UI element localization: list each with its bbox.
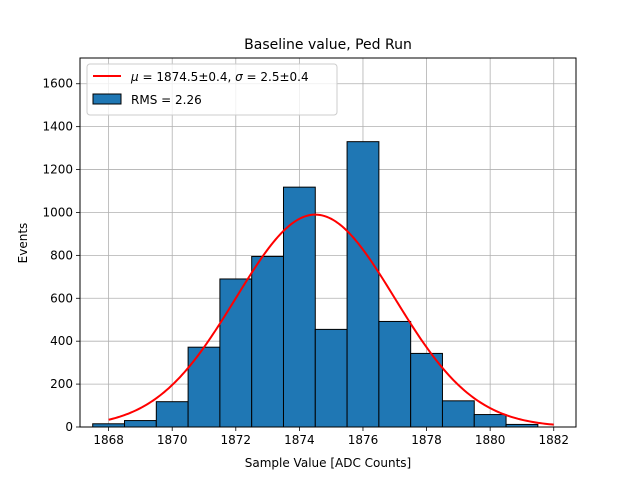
legend-fit-label: μ = 1874.5±0.4, σ = 2.5±0.4 bbox=[130, 70, 309, 84]
histogram-bar bbox=[346, 141, 380, 428]
histogram-bar bbox=[314, 328, 348, 428]
x-tick-label: 1876 bbox=[348, 433, 379, 447]
histogram-bar bbox=[282, 186, 316, 428]
legend: μ = 1874.5±0.4, σ = 2.5±0.4 RMS = 2.26 bbox=[86, 63, 338, 116]
y-tick-label: 1200 bbox=[42, 163, 73, 177]
x-tick-label: 1878 bbox=[411, 433, 442, 447]
histogram-bar bbox=[187, 346, 221, 428]
gaussian-fit-line bbox=[108, 213, 554, 426]
histogram-bar bbox=[251, 255, 284, 428]
x-tick-label: 1872 bbox=[221, 433, 252, 447]
y-tick-label: 600 bbox=[50, 291, 73, 305]
y-tick-label: 0 bbox=[65, 420, 73, 434]
legend-hist-label: RMS = 2.26 bbox=[131, 93, 202, 107]
y-tick-label: 800 bbox=[50, 248, 73, 262]
legend-hist-swatch bbox=[92, 93, 122, 105]
y-tick-label: 1600 bbox=[42, 77, 73, 91]
x-tick-label: 1870 bbox=[157, 433, 188, 447]
histogram-bar bbox=[473, 414, 507, 428]
y-tick-label: 400 bbox=[50, 334, 73, 348]
y-tick-label: 200 bbox=[50, 377, 73, 391]
y-tick-label: 1400 bbox=[42, 120, 73, 134]
plot-frame bbox=[79, 57, 577, 428]
histogram-bar bbox=[441, 400, 475, 428]
x-axis-label: Sample Value [ADC Counts] bbox=[245, 456, 411, 470]
histogram-bar bbox=[124, 420, 157, 428]
y-tick-label: 1000 bbox=[42, 205, 73, 219]
y-axis-label: Events bbox=[16, 223, 30, 264]
y-axis-ticks: 0 200 400 600 800 1000 1200 1400 1600 bbox=[42, 77, 80, 434]
legend-box bbox=[86, 63, 338, 116]
x-tick-label: 1868 bbox=[93, 433, 124, 447]
chart-title: Baseline value, Ped Run bbox=[244, 37, 412, 53]
x-tick-label: 1880 bbox=[475, 433, 506, 447]
histogram-bar bbox=[219, 278, 253, 428]
histogram-bar bbox=[155, 401, 189, 428]
x-axis-ticks: 1868 1870 1872 1874 1876 1878 1880 1882 bbox=[93, 427, 569, 447]
x-tick-label: 1874 bbox=[284, 433, 315, 447]
x-tick-label: 1882 bbox=[538, 433, 569, 447]
histogram-bar bbox=[410, 352, 443, 428]
histogram-bar bbox=[378, 320, 412, 428]
